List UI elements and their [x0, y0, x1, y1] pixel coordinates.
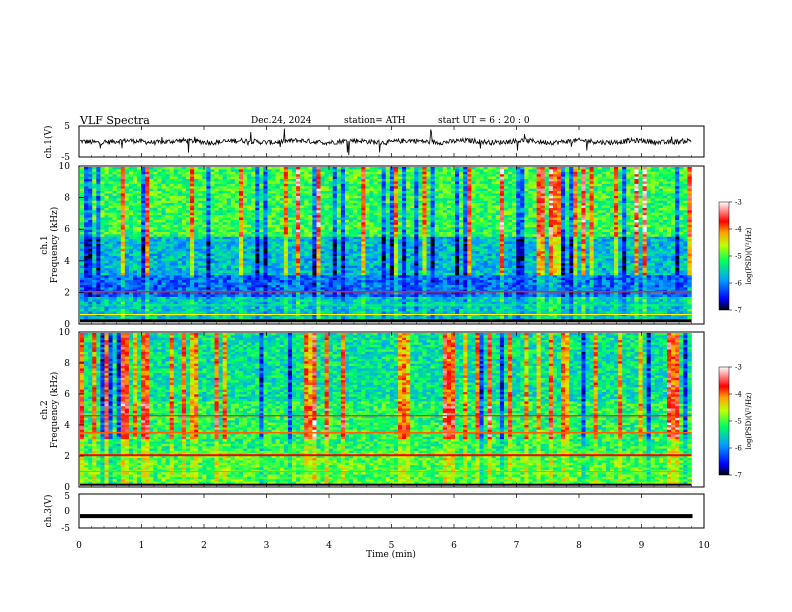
ch1-spectrogram-image	[80, 167, 692, 323]
ch1-spec-ytick-label: 6	[64, 225, 70, 235]
ch2-spec-ytick-label: 4	[64, 421, 70, 431]
xaxis-tick-label: 8	[576, 541, 582, 551]
ch1-spec-ytick-label: 10	[59, 162, 71, 172]
ch2-colorbar-tick-label: -4	[735, 391, 742, 399]
ch3-ytick-bottom: -5	[61, 524, 70, 534]
xaxis-tick-label: 1	[139, 541, 145, 551]
ch3-waveform-panel: 5 0 -5 ch.3(V)	[43, 492, 705, 534]
xaxis-tick-label: 5	[389, 541, 395, 551]
ch3-waveform-trace	[80, 514, 693, 519]
ch1-spec-ylabel-frequency: Frequency (kHz)	[49, 207, 60, 284]
ch2-colorbar-tick-label: -6	[735, 445, 742, 453]
xaxis-tick-label: 10	[698, 541, 710, 551]
ch2-spec-ylabel-frequency: Frequency (kHz)	[49, 372, 60, 449]
xaxis-tick-label: 2	[201, 541, 207, 551]
ch3-ylabel: ch.3(V)	[43, 495, 54, 528]
ch2-spec-ylabel-channel: ch.2	[40, 400, 50, 419]
ch3-ytick-mid: 0	[64, 507, 70, 517]
ch2-colorbar-tick-label: -3	[735, 364, 742, 372]
ch1-spec-ylabel-channel: ch.1	[40, 235, 50, 254]
ch1-colorbar-gradient	[718, 201, 730, 311]
time-axis: 0 1 2 3 4 5 6 7 8 9 10	[76, 126, 710, 551]
ch1-spectrogram-panel: 0 2 4 6 8 10 ch.1 Frequency (kHz)	[40, 162, 705, 330]
ch1-colorbar-tick-label: -3	[735, 199, 742, 207]
ch2-spectrogram-image	[80, 333, 692, 486]
ch2-spec-ytick-label: 10	[59, 328, 71, 338]
ch1-colorbar-tick-label: -7	[735, 307, 742, 315]
ch1-ytick-bottom: -5	[61, 153, 70, 163]
ch1-waveform-panel: 5 -5 ch.1(V)	[43, 122, 705, 163]
ch1-spec-ytick-label: 2	[64, 288, 70, 298]
figure-title: VLF Spectra	[79, 114, 150, 127]
ch1-spec-ytick-label: 0	[64, 320, 70, 330]
xaxis-tick-label: 4	[326, 541, 332, 551]
xaxis-tick-label: 9	[639, 541, 645, 551]
ch2-colorbar-gradient	[718, 366, 730, 476]
xaxis-tick-label: 6	[451, 541, 457, 551]
ch1-colorbar-tick-label: -4	[735, 226, 742, 234]
ch2-colorbar-label: log(PSD)(V²/Hz)	[745, 392, 753, 449]
ch2-spec-ytick-label: 0	[64, 483, 70, 493]
ch2-colorbar-tick-label: -7	[735, 472, 742, 480]
ch2-spectrogram-panel: 0 2 4 6 8 10 ch.2 Frequency (kHz)	[40, 328, 705, 493]
ch2-spec-ytick-label: 6	[64, 390, 70, 400]
ch1-spec-ytick-label: 8	[64, 194, 70, 204]
ch1-ytick-top: 5	[64, 122, 70, 132]
ch2-colorbar-tick-label: -5	[735, 418, 742, 426]
header-date: Dec.24, 2024	[251, 116, 312, 126]
ch3-waveform-frame	[78, 493, 705, 529]
xaxis-label: Time (min)	[366, 549, 416, 560]
ch2-spec-ytick-label: 2	[64, 452, 70, 462]
header-start-ut: start UT = 6 : 20 : 0	[438, 116, 530, 126]
ch1-colorbar-label: log(PSD)(V²/Hz)	[745, 227, 753, 284]
xaxis-tick-label: 0	[76, 541, 82, 551]
ch1-ylabel: ch.1(V)	[43, 126, 54, 159]
ch1-waveform-trace	[79, 128, 692, 156]
ch3-ytick-top: 5	[64, 492, 70, 502]
ch1-spec-ytick-label: 4	[64, 257, 70, 267]
header-station: station= ATH	[344, 116, 406, 126]
ch1-colorbar-tick-label: -5	[735, 253, 742, 261]
ch2-spec-ytick-label: 8	[64, 359, 70, 369]
ch2-colorbar: -3 -4 -5 -6 -7 log(PSD)(V²/Hz)	[718, 364, 753, 480]
ch1-colorbar: -3 -4 -5 -6 -7 log(PSD)(V²/Hz)	[718, 199, 753, 315]
xaxis-tick-label: 3	[264, 541, 270, 551]
xaxis-tick-label: 7	[514, 541, 520, 551]
ch1-colorbar-tick-label: -6	[735, 280, 742, 288]
